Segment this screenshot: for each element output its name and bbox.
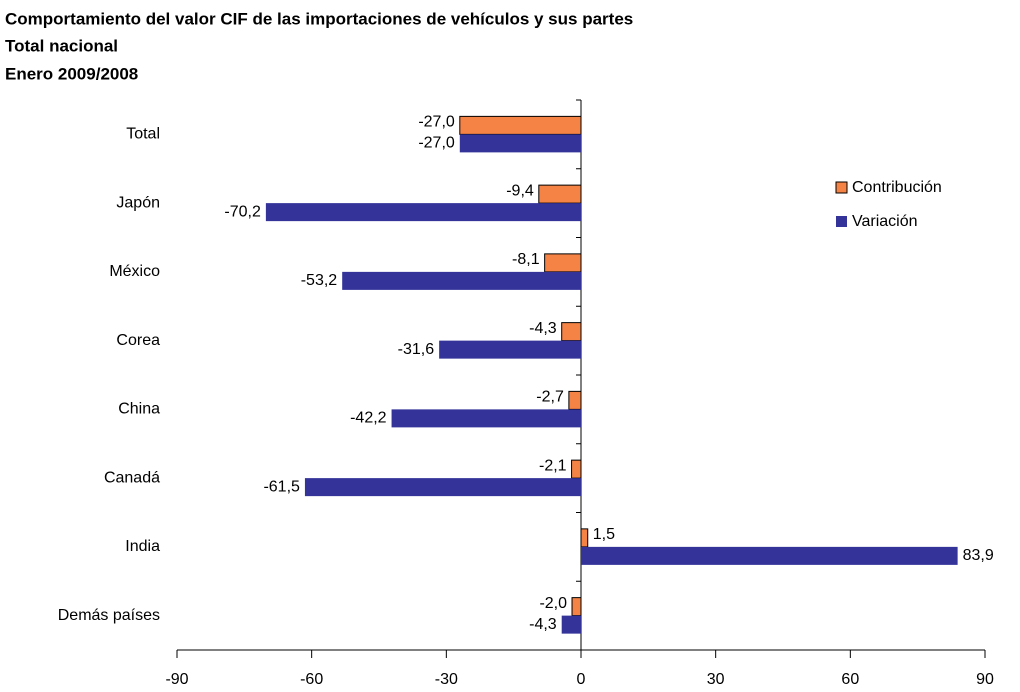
bar — [580, 528, 589, 548]
data-label: -31,6 — [398, 341, 435, 358]
y-tick-label: México — [109, 263, 160, 280]
bar — [571, 597, 582, 617]
data-label: -8,1 — [512, 251, 540, 268]
data-label: 83,9 — [963, 547, 994, 564]
bar — [439, 340, 581, 359]
chart-title: Comportamiento del valor CIF de las impo… — [5, 9, 633, 28]
bar — [459, 134, 581, 153]
y-tick-label: Japón — [116, 194, 160, 211]
chart-subtitle: Enero 2009/2008 — [5, 64, 138, 83]
data-label: -2,0 — [539, 595, 567, 612]
bar — [538, 184, 582, 204]
x-tick-label: -90 — [165, 671, 188, 688]
data-label: -27,0 — [418, 114, 455, 131]
bar — [581, 546, 958, 565]
data-label: -42,2 — [350, 410, 387, 427]
x-tick-label: 60 — [841, 671, 859, 688]
bar — [571, 459, 582, 479]
data-label: -61,5 — [263, 478, 300, 495]
bar — [459, 115, 582, 135]
data-label: -4,3 — [529, 320, 557, 337]
bar — [304, 478, 581, 497]
y-tick-label: Corea — [116, 332, 160, 349]
data-label: -70,2 — [224, 203, 261, 220]
data-label: -2,7 — [536, 389, 564, 406]
bar — [342, 271, 581, 290]
x-tick-label: 0 — [577, 671, 586, 688]
x-tick-label: 90 — [976, 671, 994, 688]
legend-swatch — [835, 181, 848, 194]
legend-label: Contribución — [852, 179, 942, 196]
bar — [568, 390, 582, 410]
x-tick-label: -60 — [300, 671, 323, 688]
legend-swatch — [836, 216, 847, 227]
x-tick-label: -30 — [435, 671, 458, 688]
x-tick-label: 30 — [707, 671, 725, 688]
chart-subtitle: Total nacional — [5, 36, 118, 55]
y-tick-label: India — [125, 538, 160, 555]
bar — [265, 203, 581, 222]
data-label: -27,0 — [418, 135, 455, 152]
bar — [544, 253, 582, 273]
legend-label: Variación — [852, 213, 918, 230]
y-tick-label: Total — [126, 126, 160, 143]
bar — [561, 615, 581, 634]
bar — [391, 409, 581, 428]
data-label: -4,3 — [529, 616, 557, 633]
data-label: -2,1 — [539, 457, 567, 474]
y-tick-label: China — [118, 401, 160, 418]
data-label: -53,2 — [301, 272, 338, 289]
y-tick-label: Canadá — [104, 469, 160, 486]
data-label: -9,4 — [506, 182, 534, 199]
data-label: 1,5 — [593, 526, 615, 543]
y-tick-label: Demás países — [58, 607, 160, 624]
bar — [561, 322, 582, 342]
